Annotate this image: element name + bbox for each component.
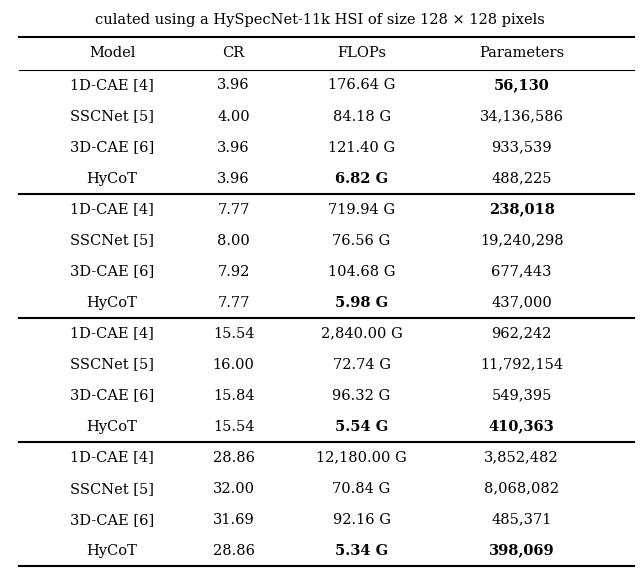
Text: 5.34 G: 5.34 G xyxy=(335,543,388,558)
Text: Parameters: Parameters xyxy=(479,47,564,60)
Text: 962,242: 962,242 xyxy=(492,327,552,341)
Text: 6.82 G: 6.82 G xyxy=(335,171,388,185)
Text: 28.86: 28.86 xyxy=(212,543,255,558)
Text: 1D-CAE [4]: 1D-CAE [4] xyxy=(70,203,154,217)
Text: CR: CR xyxy=(223,47,244,60)
Text: 7.77: 7.77 xyxy=(218,203,250,217)
Text: 3D-CAE [6]: 3D-CAE [6] xyxy=(70,265,154,279)
Text: 8.00: 8.00 xyxy=(217,233,250,248)
Text: 7.92: 7.92 xyxy=(218,265,250,279)
Text: 15.54: 15.54 xyxy=(213,327,254,341)
Text: 8,068,082: 8,068,082 xyxy=(484,481,559,496)
Text: SSCNet [5]: SSCNet [5] xyxy=(70,233,154,248)
Text: 84.18 G: 84.18 G xyxy=(333,109,390,123)
Text: 19,240,298: 19,240,298 xyxy=(480,233,563,248)
Text: 3.96: 3.96 xyxy=(218,171,250,185)
Text: Model: Model xyxy=(89,47,135,60)
Text: 104.68 G: 104.68 G xyxy=(328,265,396,279)
Text: 96.32 G: 96.32 G xyxy=(332,389,391,403)
Text: 5.98 G: 5.98 G xyxy=(335,295,388,310)
Text: 3D-CAE [6]: 3D-CAE [6] xyxy=(70,141,154,155)
Text: 176.64 G: 176.64 G xyxy=(328,79,396,93)
Text: 72.74 G: 72.74 G xyxy=(333,357,390,372)
Text: 70.84 G: 70.84 G xyxy=(332,481,391,496)
Text: 238,018: 238,018 xyxy=(489,203,554,217)
Text: SSCNet [5]: SSCNet [5] xyxy=(70,357,154,372)
Text: 485,371: 485,371 xyxy=(492,513,552,527)
Text: 32.00: 32.00 xyxy=(212,481,255,496)
Text: 1D-CAE [4]: 1D-CAE [4] xyxy=(70,327,154,341)
Text: HyCoT: HyCoT xyxy=(86,419,138,434)
Text: 12,180.00 G: 12,180.00 G xyxy=(316,451,407,465)
Text: SSCNet [5]: SSCNet [5] xyxy=(70,109,154,123)
Text: 15.54: 15.54 xyxy=(213,419,254,434)
Text: 15.84: 15.84 xyxy=(212,389,255,403)
Text: culated using a HySpecNet-11k HSI of size 128 × 128 pixels: culated using a HySpecNet-11k HSI of siz… xyxy=(95,13,545,27)
Text: 92.16 G: 92.16 G xyxy=(333,513,390,527)
Text: 1D-CAE [4]: 1D-CAE [4] xyxy=(70,79,154,93)
Text: 2,840.00 G: 2,840.00 G xyxy=(321,327,403,341)
Text: 549,395: 549,395 xyxy=(492,389,552,403)
Text: 56,130: 56,130 xyxy=(493,79,550,93)
Text: 1D-CAE [4]: 1D-CAE [4] xyxy=(70,451,154,465)
Text: 76.56 G: 76.56 G xyxy=(332,233,391,248)
Text: 3.96: 3.96 xyxy=(218,141,250,155)
Text: 121.40 G: 121.40 G xyxy=(328,141,395,155)
Text: 11,792,154: 11,792,154 xyxy=(480,357,563,372)
Text: 719.94 G: 719.94 G xyxy=(328,203,395,217)
Text: 5.54 G: 5.54 G xyxy=(335,419,388,434)
Text: 7.77: 7.77 xyxy=(218,295,250,310)
Text: 3,852,482: 3,852,482 xyxy=(484,451,559,465)
Text: FLOPs: FLOPs xyxy=(337,47,386,60)
Text: HyCoT: HyCoT xyxy=(86,543,138,558)
Text: 437,000: 437,000 xyxy=(492,295,552,310)
Text: 410,363: 410,363 xyxy=(489,419,554,434)
Text: 677,443: 677,443 xyxy=(492,265,552,279)
Text: HyCoT: HyCoT xyxy=(86,171,138,185)
Text: 3.96: 3.96 xyxy=(218,79,250,93)
Text: 933,539: 933,539 xyxy=(492,141,552,155)
Text: 3D-CAE [6]: 3D-CAE [6] xyxy=(70,389,154,403)
Text: 398,069: 398,069 xyxy=(489,543,554,558)
Text: 4.00: 4.00 xyxy=(218,109,250,123)
Text: HyCoT: HyCoT xyxy=(86,295,138,310)
Text: 34,136,586: 34,136,586 xyxy=(479,109,564,123)
Text: 28.86: 28.86 xyxy=(212,451,255,465)
Text: 488,225: 488,225 xyxy=(492,171,552,185)
Text: 16.00: 16.00 xyxy=(212,357,255,372)
Text: SSCNet [5]: SSCNet [5] xyxy=(70,481,154,496)
Text: 31.69: 31.69 xyxy=(212,513,255,527)
Text: 3D-CAE [6]: 3D-CAE [6] xyxy=(70,513,154,527)
